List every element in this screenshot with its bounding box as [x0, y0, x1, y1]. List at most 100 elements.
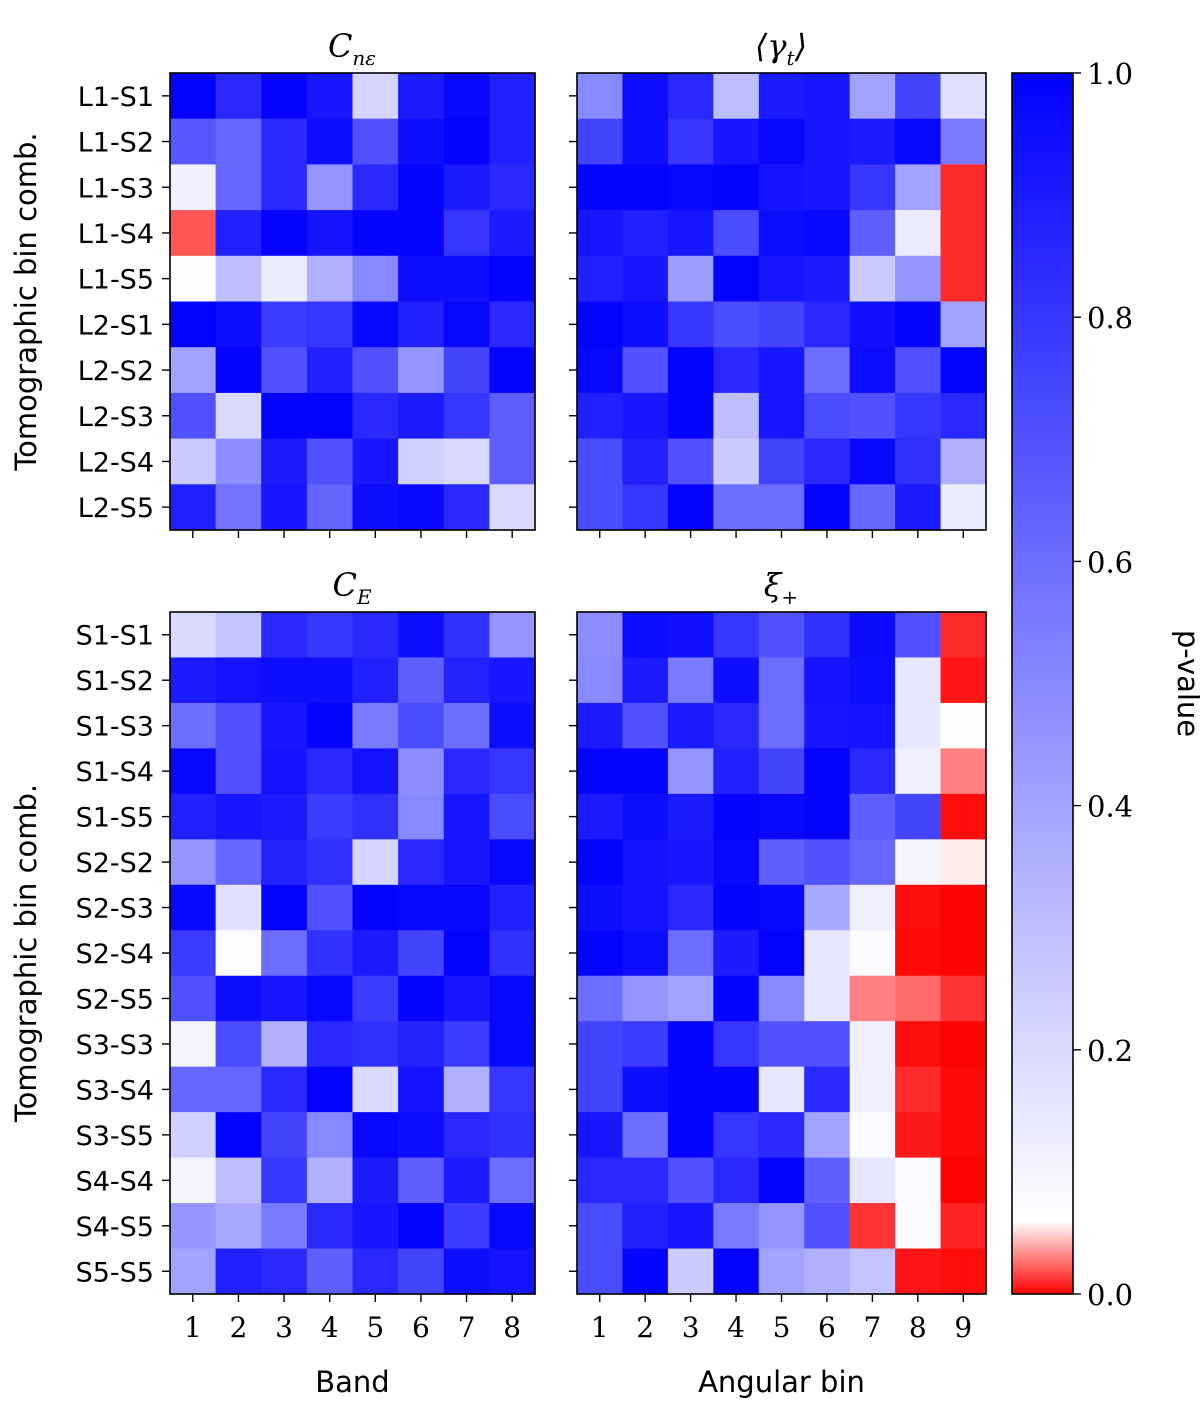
heatmap-cell	[352, 164, 399, 211]
heatmap-cell	[940, 392, 987, 440]
y-tick-label: S1-S3	[76, 712, 154, 743]
heatmap-cell	[622, 392, 669, 440]
heatmap-cell	[804, 210, 851, 257]
heatmap-cell	[306, 1066, 354, 1113]
heatmap-cell	[398, 1021, 445, 1068]
heatmap-cell	[940, 702, 987, 749]
heatmap-cell	[622, 1248, 669, 1295]
heatmap-cell	[804, 1066, 851, 1113]
heatmap-cell	[443, 839, 490, 886]
heatmap-cell	[170, 930, 217, 977]
heatmap-cell	[398, 301, 445, 348]
colorbar-tick-label: 0.6	[1087, 545, 1133, 579]
heatmap-cell	[758, 1112, 805, 1159]
colorbar-label: p-value	[1171, 630, 1200, 737]
y-tick-label: S2-S5	[76, 984, 154, 1015]
heatmap-cell	[443, 1066, 490, 1113]
heatmap-cell	[443, 73, 490, 120]
heatmap-cell	[443, 1112, 490, 1159]
heatmap-cell	[489, 839, 536, 886]
heatmap-cell	[489, 438, 536, 485]
heatmap-cell	[758, 793, 805, 840]
heatmap-cell	[577, 1021, 624, 1068]
heatmap-cell	[804, 1248, 851, 1295]
heatmap-cell	[170, 1203, 217, 1250]
heatmap-cell	[215, 301, 262, 348]
x-tick-label: 3	[682, 1311, 700, 1344]
heatmap-cell	[667, 612, 714, 659]
heatmap-cell	[622, 748, 669, 795]
heatmap-cell	[443, 612, 490, 659]
heatmap-cell	[667, 392, 714, 440]
y-tick-label: L2-S4	[78, 447, 154, 478]
heatmap-cell	[170, 484, 217, 531]
heatmap-cell	[170, 839, 217, 886]
colorbar-frame	[1011, 72, 1074, 1295]
heatmap-cell	[758, 301, 805, 348]
heatmap-cell	[804, 1157, 851, 1204]
heatmap-cell	[622, 347, 669, 394]
heatmap-cell	[443, 1203, 490, 1250]
heatmap-cell	[940, 793, 987, 840]
heatmap-cell	[398, 748, 445, 795]
heatmap-cell	[215, 438, 262, 485]
heatmap-cell	[215, 884, 262, 931]
heatmap-cell	[170, 702, 217, 749]
heatmap-cell	[215, 484, 262, 531]
heatmap-cell	[577, 1066, 624, 1113]
heatmap-cell	[895, 392, 942, 440]
heatmap-cell	[577, 438, 624, 485]
heatmap-cell	[940, 748, 987, 795]
y-tick-label: S2-S4	[76, 939, 154, 970]
heatmap-cell	[758, 73, 805, 120]
heatmap-cell	[622, 1112, 669, 1159]
heatmap-cell	[849, 73, 896, 120]
heatmap-cell	[306, 164, 354, 211]
heatmap-cell	[306, 301, 354, 348]
heatmap-cell	[804, 301, 851, 348]
heatmap-cell	[170, 1066, 217, 1113]
panel-title: ξ+	[764, 566, 798, 609]
heatmap-cell	[170, 210, 217, 257]
y-tick-label: S4-S4	[76, 1166, 154, 1197]
heatmap-cell	[895, 1248, 942, 1295]
heatmap-cell	[352, 657, 399, 704]
heatmap-panel-1: Cnε L1-S1 L1-S2 L1-S3 L1-S4 L1-S5 L2-S1 L2-S2 L2…	[9, 27, 536, 538]
heatmap-cell	[758, 657, 805, 704]
heatmap-cell	[306, 1203, 354, 1250]
heatmap-cell	[352, 1203, 399, 1250]
y-tick-label: S2-S2	[76, 848, 154, 879]
heatmap-cell	[849, 930, 896, 977]
heatmap-cell	[352, 1112, 399, 1159]
heatmap-cell	[895, 612, 942, 659]
heatmap-cell	[577, 612, 624, 659]
heatmap-cell	[261, 793, 308, 840]
heatmap-cell	[352, 1066, 399, 1113]
heatmap-cell	[398, 1066, 445, 1113]
heatmap-cell	[895, 255, 942, 303]
heatmap-cell	[489, 1112, 536, 1159]
heatmap-cell	[895, 793, 942, 840]
heatmap-cell	[261, 210, 308, 257]
colorbar-tick-label: 0.4	[1087, 790, 1133, 824]
x-tick-label: 2	[636, 1311, 654, 1344]
heatmap-cell	[940, 1248, 987, 1295]
heatmap-cell	[443, 884, 490, 931]
heatmap-cell	[306, 392, 354, 440]
heatmap-cell	[895, 930, 942, 977]
heatmap-cell	[940, 118, 987, 165]
x-tick-label: 1	[184, 1311, 202, 1344]
heatmap-cell	[261, 657, 308, 704]
heatmap-cell	[758, 1203, 805, 1250]
heatmap-cell	[170, 73, 217, 120]
heatmap-cell	[261, 164, 308, 211]
heatmap-cell	[215, 1248, 262, 1295]
heatmap-cell	[667, 73, 714, 120]
y-tick-label: S3-S4	[76, 1075, 154, 1106]
heatmap-cell	[352, 975, 399, 1022]
heatmap-cell	[398, 164, 445, 211]
heatmap-cell	[895, 657, 942, 704]
heatmap-cell	[577, 1112, 624, 1159]
heatmap-cell	[895, 884, 942, 931]
